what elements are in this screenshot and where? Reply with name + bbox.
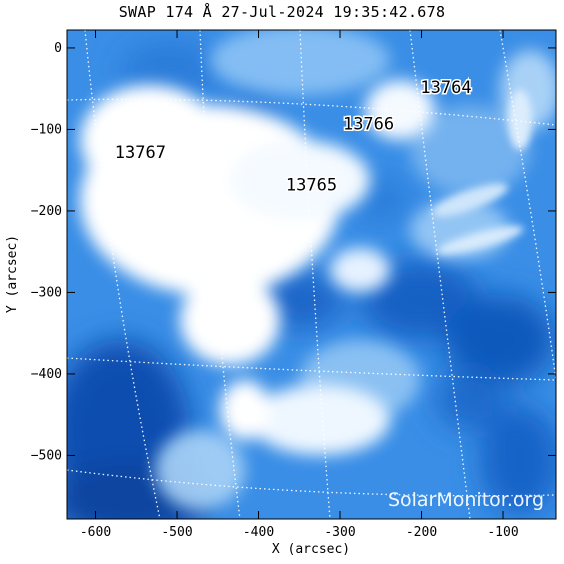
active-region-label: 13764 bbox=[420, 78, 471, 98]
y-axis-ticks: 0 −100 −200 −300 −400 −500 bbox=[31, 41, 556, 463]
y-tick-label: 0 bbox=[54, 41, 62, 56]
x-tick-label: -300 bbox=[324, 525, 355, 540]
x-axis-ticks: -600 -500 -400 -300 -200 -100 bbox=[80, 30, 519, 540]
y-tick-label: −400 bbox=[31, 367, 62, 382]
active-region-label: 13766 bbox=[343, 114, 394, 134]
active-region-label: 13767 bbox=[115, 143, 166, 163]
y-axis-label: Y (arcsec) bbox=[5, 235, 20, 313]
x-tick-label: -500 bbox=[161, 525, 192, 540]
y-tick-label: −100 bbox=[31, 122, 62, 137]
y-tick-label: −300 bbox=[31, 285, 62, 300]
euv-image bbox=[67, 30, 556, 519]
x-tick-label: -200 bbox=[406, 525, 437, 540]
watermark-text: SolarMonitor.org bbox=[388, 489, 544, 511]
y-tick-label: −200 bbox=[31, 204, 62, 219]
x-tick-label: -400 bbox=[243, 525, 274, 540]
y-tick-label: −500 bbox=[31, 448, 62, 463]
region-labels: 13764 13766 13767 13765 bbox=[113, 76, 473, 197]
x-tick-label: -600 bbox=[80, 525, 111, 540]
image-title: SWAP 174 Å 27-Jul-2024 19:35:42.678 bbox=[118, 3, 446, 21]
plot-frame bbox=[66, 29, 557, 520]
active-region-label: 13765 bbox=[286, 176, 337, 196]
x-axis-label: X (arcsec) bbox=[272, 542, 350, 557]
x-tick-label: -100 bbox=[487, 525, 518, 540]
